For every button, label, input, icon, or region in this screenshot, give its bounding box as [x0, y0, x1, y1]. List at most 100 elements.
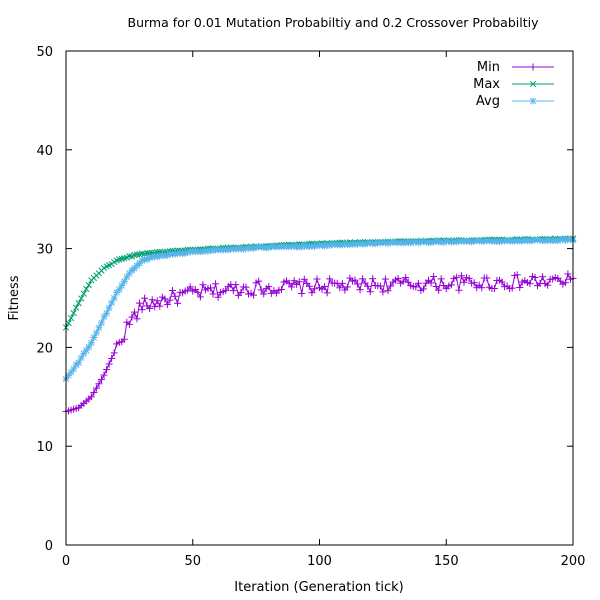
data-point-min — [295, 278, 303, 286]
data-point-max — [83, 285, 90, 293]
data-point-min — [564, 270, 572, 278]
legend-marker-min — [529, 63, 537, 71]
data-point-min — [384, 287, 392, 295]
data-point-min — [386, 282, 394, 290]
data-point-min — [490, 284, 498, 292]
data-point-min — [141, 294, 149, 302]
data-point-min — [161, 295, 169, 303]
data-point-min — [110, 349, 118, 357]
y-tick-label: 40 — [36, 144, 53, 159]
data-point-min — [455, 286, 463, 294]
legend-label-avg: Avg — [476, 94, 500, 109]
data-point-min — [133, 315, 141, 323]
data-point-min — [260, 290, 268, 298]
data-point-max — [133, 251, 141, 258]
data-point-min — [290, 277, 298, 285]
data-point-min — [483, 274, 491, 282]
data-point-min — [125, 320, 133, 328]
data-point-min — [402, 274, 410, 282]
data-point-min — [92, 384, 100, 392]
x-tick-label: 50 — [184, 554, 201, 569]
x-axis: 0 50 100 150 200 — [62, 51, 586, 569]
data-point-min — [255, 277, 263, 285]
data-point-min — [432, 282, 440, 290]
data-point-min — [470, 279, 478, 287]
data-point-min — [209, 290, 217, 298]
data-point-min — [277, 286, 285, 294]
data-point-min — [516, 283, 524, 291]
data-point-avg — [110, 294, 118, 302]
data-point-min — [435, 286, 443, 294]
data-point-max — [65, 319, 72, 327]
data-point-min — [212, 280, 220, 288]
data-point-min — [222, 286, 230, 294]
data-point-min — [168, 287, 176, 295]
data-point-min — [561, 279, 569, 287]
data-point-min — [130, 308, 138, 316]
data-point-min — [381, 275, 389, 283]
data-point-min — [419, 285, 427, 293]
data-point-min — [498, 278, 506, 286]
data-point-avg — [184, 248, 192, 256]
data-point-min — [305, 282, 313, 290]
data-point-min — [186, 283, 194, 291]
data-point-min — [300, 275, 308, 283]
data-point-min — [447, 281, 455, 289]
data-point-min — [265, 283, 273, 291]
y-axis: 0 10 20 30 40 50 — [36, 45, 573, 554]
data-point-min — [120, 335, 128, 343]
data-point-max — [72, 304, 80, 311]
y-tick-label: 30 — [36, 243, 53, 258]
data-point-avg — [118, 282, 126, 290]
data-point-min — [194, 288, 202, 296]
data-point-min — [199, 281, 207, 289]
data-point-min — [338, 279, 346, 287]
data-point-min — [148, 296, 156, 304]
data-point-max — [138, 250, 146, 257]
data-point-min — [285, 279, 293, 287]
data-point-avg — [115, 286, 123, 294]
data-point-avg — [105, 304, 113, 312]
data-point-min — [394, 274, 402, 282]
data-point-min — [174, 299, 182, 307]
data-point-min — [171, 292, 179, 300]
data-point-min — [103, 366, 111, 374]
data-point-min — [376, 282, 384, 290]
data-point-max — [70, 309, 77, 317]
data-point-min — [156, 302, 164, 310]
data-point-max — [85, 282, 92, 289]
data-point-min — [359, 275, 367, 283]
data-point-min — [508, 284, 516, 292]
data-point-min — [412, 283, 420, 291]
data-point-min — [465, 274, 473, 282]
data-point-avg — [95, 324, 103, 332]
data-point-min — [452, 273, 460, 281]
y-tick-label: 0 — [45, 539, 53, 554]
data-point-avg — [75, 359, 83, 367]
data-point-min — [369, 275, 377, 283]
data-point-avg — [100, 313, 108, 321]
data-point-min — [313, 275, 321, 283]
data-point-min — [321, 282, 329, 290]
data-point-max — [75, 300, 82, 307]
data-point-avg — [412, 237, 420, 245]
x-tick-label: 200 — [561, 554, 586, 569]
data-point-min — [87, 393, 95, 401]
plot-series — [62, 235, 577, 416]
data-point-min — [531, 274, 539, 282]
data-point-min — [399, 277, 407, 285]
data-point-min — [298, 290, 306, 298]
x-tick-label: 0 — [62, 554, 70, 569]
data-point-min — [460, 278, 468, 286]
legend-marker-max — [529, 80, 537, 88]
data-point-avg — [120, 277, 128, 285]
x-tick-label: 100 — [307, 554, 332, 569]
data-point-min — [151, 303, 159, 311]
data-point-avg — [298, 243, 306, 251]
data-point-min — [430, 273, 438, 281]
data-point-min — [146, 305, 154, 313]
data-point-min — [379, 288, 387, 296]
legend: Min Max Avg — [473, 60, 554, 109]
data-point-min — [214, 293, 222, 301]
